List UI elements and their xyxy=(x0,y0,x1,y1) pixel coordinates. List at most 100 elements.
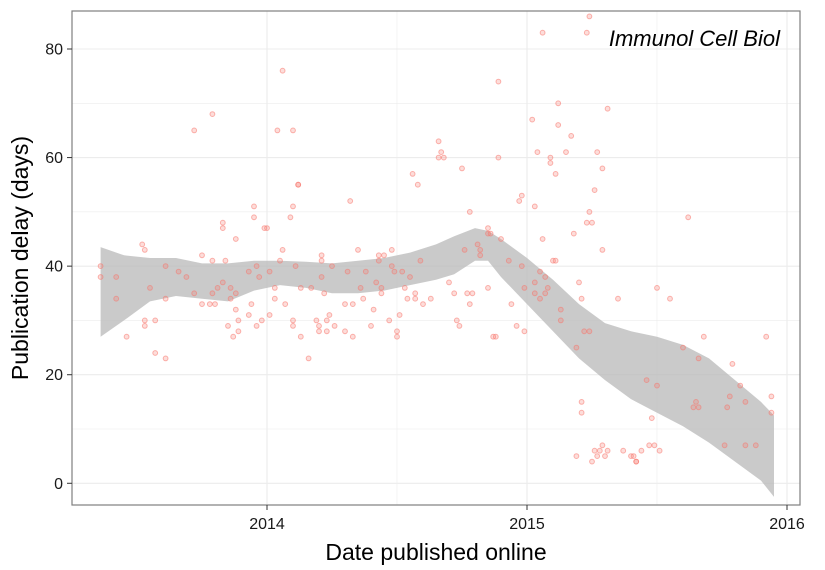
data-point xyxy=(417,257,424,264)
data-point xyxy=(451,290,458,297)
data-point xyxy=(578,295,585,302)
data-point xyxy=(544,285,551,291)
data-point xyxy=(542,290,549,297)
data-point xyxy=(539,29,546,36)
data-point xyxy=(235,317,242,324)
data-point xyxy=(586,13,593,20)
x-tick-label: 2014 xyxy=(249,516,285,533)
data-point xyxy=(495,78,502,85)
data-point xyxy=(531,203,538,210)
data-point xyxy=(721,442,728,449)
data-point xyxy=(573,344,580,351)
data-point xyxy=(654,285,660,291)
data-point xyxy=(498,236,504,242)
data-point xyxy=(295,181,302,188)
data-point xyxy=(232,290,239,297)
data-point xyxy=(251,214,257,221)
data-point xyxy=(578,409,585,416)
data-point xyxy=(290,127,296,134)
data-point xyxy=(362,268,369,275)
y-axis-title: Publication delay (days) xyxy=(7,136,33,380)
data-point xyxy=(552,257,559,264)
data-point xyxy=(412,295,419,302)
data-point xyxy=(459,165,465,172)
data-point xyxy=(438,149,445,156)
data-point xyxy=(466,301,473,308)
data-point xyxy=(409,171,416,177)
data-point xyxy=(206,301,213,308)
data-point xyxy=(344,268,351,275)
data-point xyxy=(388,263,395,270)
data-point xyxy=(521,285,528,291)
data-point xyxy=(266,312,273,318)
data-point xyxy=(347,198,354,204)
data-point xyxy=(279,67,286,74)
data-point xyxy=(123,333,130,340)
data-point xyxy=(388,247,395,253)
data-point xyxy=(667,295,673,302)
data-point xyxy=(290,317,296,324)
data-point xyxy=(547,160,554,166)
data-point xyxy=(349,301,356,308)
data-point xyxy=(680,344,686,351)
data-point xyxy=(214,285,221,291)
data-point xyxy=(643,377,650,384)
data-point xyxy=(258,317,265,324)
data-point xyxy=(583,219,590,226)
data-point xyxy=(547,154,554,161)
data-point xyxy=(589,458,595,465)
data-point xyxy=(586,328,593,335)
data-point xyxy=(316,328,322,335)
data-point xyxy=(477,247,484,253)
data-point xyxy=(477,252,484,259)
data-point xyxy=(141,323,148,329)
x-axis-title: Date published online xyxy=(325,539,546,565)
data-point xyxy=(152,317,159,324)
data-point xyxy=(209,290,216,297)
data-point xyxy=(394,328,400,335)
data-point xyxy=(279,247,286,253)
data-point xyxy=(297,333,304,340)
data-point xyxy=(227,285,234,291)
data-point xyxy=(578,399,585,405)
data-point xyxy=(378,285,385,291)
data-point xyxy=(581,328,588,335)
data-point xyxy=(573,453,580,460)
data-point xyxy=(292,263,299,270)
data-point xyxy=(277,257,283,264)
data-point xyxy=(508,301,515,308)
data-point xyxy=(282,301,289,308)
data-point xyxy=(375,252,382,259)
data-point xyxy=(245,312,252,318)
data-point xyxy=(726,393,733,400)
data-point xyxy=(375,257,382,264)
data-point xyxy=(199,252,205,259)
y-tick-label: 0 xyxy=(54,476,63,493)
data-point xyxy=(752,442,759,449)
data-point xyxy=(594,453,601,460)
data-point xyxy=(591,187,598,194)
data-point xyxy=(602,453,608,460)
data-point xyxy=(251,203,257,210)
data-point xyxy=(212,301,218,308)
data-point xyxy=(183,274,190,280)
data-point xyxy=(513,323,520,329)
data-point xyxy=(266,268,273,275)
data-point xyxy=(318,252,325,259)
data-point xyxy=(516,198,523,204)
data-point xyxy=(537,268,543,275)
data-point xyxy=(695,355,702,362)
data-point xyxy=(542,274,549,280)
data-point xyxy=(563,149,569,156)
data-point xyxy=(518,263,525,270)
data-point xyxy=(271,295,278,302)
data-point xyxy=(615,295,621,302)
data-point xyxy=(152,350,159,356)
y-tick-label: 80 xyxy=(45,42,63,59)
data-point xyxy=(97,263,104,270)
data-point xyxy=(139,241,146,248)
data-point xyxy=(505,257,512,264)
data-point xyxy=(248,301,255,308)
data-point xyxy=(253,323,260,329)
